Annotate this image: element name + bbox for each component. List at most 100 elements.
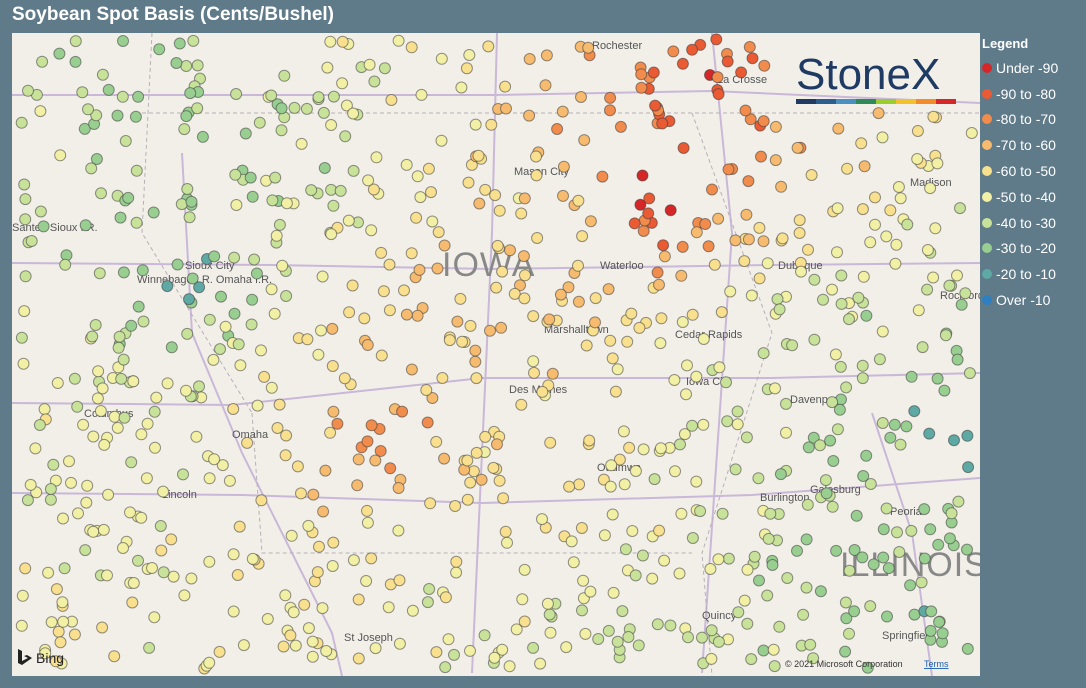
station-dot[interactable]	[706, 183, 718, 196]
station-dot[interactable]	[523, 53, 536, 65]
station-dot[interactable]	[501, 536, 513, 549]
station-dot[interactable]	[37, 220, 50, 233]
station-dot[interactable]	[767, 643, 780, 656]
station-dot[interactable]	[117, 353, 130, 366]
station-dot[interactable]	[840, 381, 853, 394]
station-dot[interactable]	[90, 109, 103, 122]
station-dot[interactable]	[826, 396, 839, 409]
station-dot[interactable]	[87, 525, 100, 538]
station-dot[interactable]	[165, 341, 178, 354]
station-dot[interactable]	[857, 270, 870, 283]
station-dot[interactable]	[936, 627, 949, 640]
station-dot[interactable]	[589, 292, 602, 305]
station-dot[interactable]	[54, 149, 67, 162]
station-dot[interactable]	[814, 439, 826, 452]
station-dot[interactable]	[690, 370, 703, 383]
station-dot[interactable]	[860, 309, 873, 322]
station-dot[interactable]	[79, 219, 92, 232]
station-dot[interactable]	[301, 333, 314, 346]
station-dot[interactable]	[280, 429, 293, 442]
station-dot[interactable]	[704, 563, 717, 575]
station-dot[interactable]	[543, 313, 556, 326]
station-dot[interactable]	[385, 94, 398, 106]
station-dot[interactable]	[340, 99, 353, 112]
station-dot[interactable]	[269, 171, 282, 184]
station-dot[interactable]	[102, 83, 115, 96]
station-dot[interactable]	[180, 110, 193, 123]
station-dot[interactable]	[448, 648, 460, 661]
station-dot[interactable]	[19, 193, 32, 206]
station-dot[interactable]	[496, 265, 509, 278]
station-dot[interactable]	[96, 68, 109, 81]
station-dot[interactable]	[713, 361, 726, 374]
station-dot[interactable]	[196, 130, 209, 143]
station-dot[interactable]	[190, 430, 203, 443]
station-dot[interactable]	[127, 577, 140, 589]
station-dot[interactable]	[278, 69, 291, 82]
station-dot[interactable]	[363, 58, 376, 71]
station-dot[interactable]	[841, 162, 854, 175]
station-dot[interactable]	[584, 585, 597, 598]
station-dot[interactable]	[607, 586, 620, 599]
station-dot[interactable]	[690, 475, 703, 488]
station-dot[interactable]	[757, 235, 770, 248]
station-dot[interactable]	[141, 417, 154, 430]
station-dot[interactable]	[111, 109, 124, 122]
station-dot[interactable]	[334, 184, 347, 197]
station-dot[interactable]	[482, 40, 495, 53]
station-dot[interactable]	[58, 562, 71, 575]
station-dot[interactable]	[69, 35, 82, 48]
station-dot[interactable]	[53, 47, 66, 60]
station-dot[interactable]	[531, 232, 544, 244]
station-dot[interactable]	[93, 267, 106, 280]
station-dot[interactable]	[489, 189, 502, 202]
station-dot[interactable]	[16, 589, 29, 602]
station-dot[interactable]	[795, 265, 807, 278]
station-dot[interactable]	[962, 461, 975, 474]
station-dot[interactable]	[752, 472, 765, 485]
station-dot[interactable]	[805, 169, 818, 181]
station-dot[interactable]	[580, 339, 593, 352]
station-dot[interactable]	[117, 35, 129, 47]
station-dot[interactable]	[462, 176, 475, 189]
station-dot[interactable]	[365, 419, 378, 432]
station-dot[interactable]	[405, 41, 418, 54]
station-dot[interactable]	[653, 278, 665, 291]
station-dot[interactable]	[34, 205, 47, 218]
station-dot[interactable]	[731, 418, 744, 431]
station-dot[interactable]	[108, 650, 121, 663]
station-dot[interactable]	[230, 199, 243, 211]
station-dot[interactable]	[42, 566, 55, 579]
station-dot[interactable]	[769, 120, 782, 133]
station-dot[interactable]	[250, 267, 263, 280]
station-dot[interactable]	[319, 464, 332, 477]
station-dot[interactable]	[438, 452, 451, 465]
station-dot[interactable]	[213, 645, 226, 658]
station-dot[interactable]	[65, 476, 77, 489]
station-dot[interactable]	[711, 71, 724, 84]
station-dot[interactable]	[478, 629, 491, 642]
station-dot[interactable]	[233, 520, 246, 533]
station-dot[interactable]	[611, 363, 624, 376]
station-dot[interactable]	[119, 135, 132, 147]
station-dot[interactable]	[336, 35, 349, 48]
station-dot[interactable]	[562, 281, 575, 294]
station-dot[interactable]	[523, 109, 536, 122]
station-dot[interactable]	[775, 180, 788, 193]
station-dot[interactable]	[261, 613, 274, 625]
station-dot[interactable]	[277, 640, 290, 653]
station-dot[interactable]	[943, 279, 956, 292]
station-dot[interactable]	[148, 611, 161, 624]
station-dot[interactable]	[275, 124, 288, 137]
station-dot[interactable]	[469, 344, 482, 357]
station-dot[interactable]	[443, 334, 456, 347]
station-dot[interactable]	[611, 635, 624, 648]
station-dot[interactable]	[318, 162, 331, 174]
station-dot[interactable]	[518, 292, 531, 305]
station-dot[interactable]	[801, 498, 814, 511]
station-dot[interactable]	[557, 160, 570, 173]
station-dot[interactable]	[413, 263, 426, 276]
station-dot[interactable]	[519, 269, 531, 282]
station-dot[interactable]	[288, 101, 301, 114]
station-dot[interactable]	[203, 656, 216, 669]
